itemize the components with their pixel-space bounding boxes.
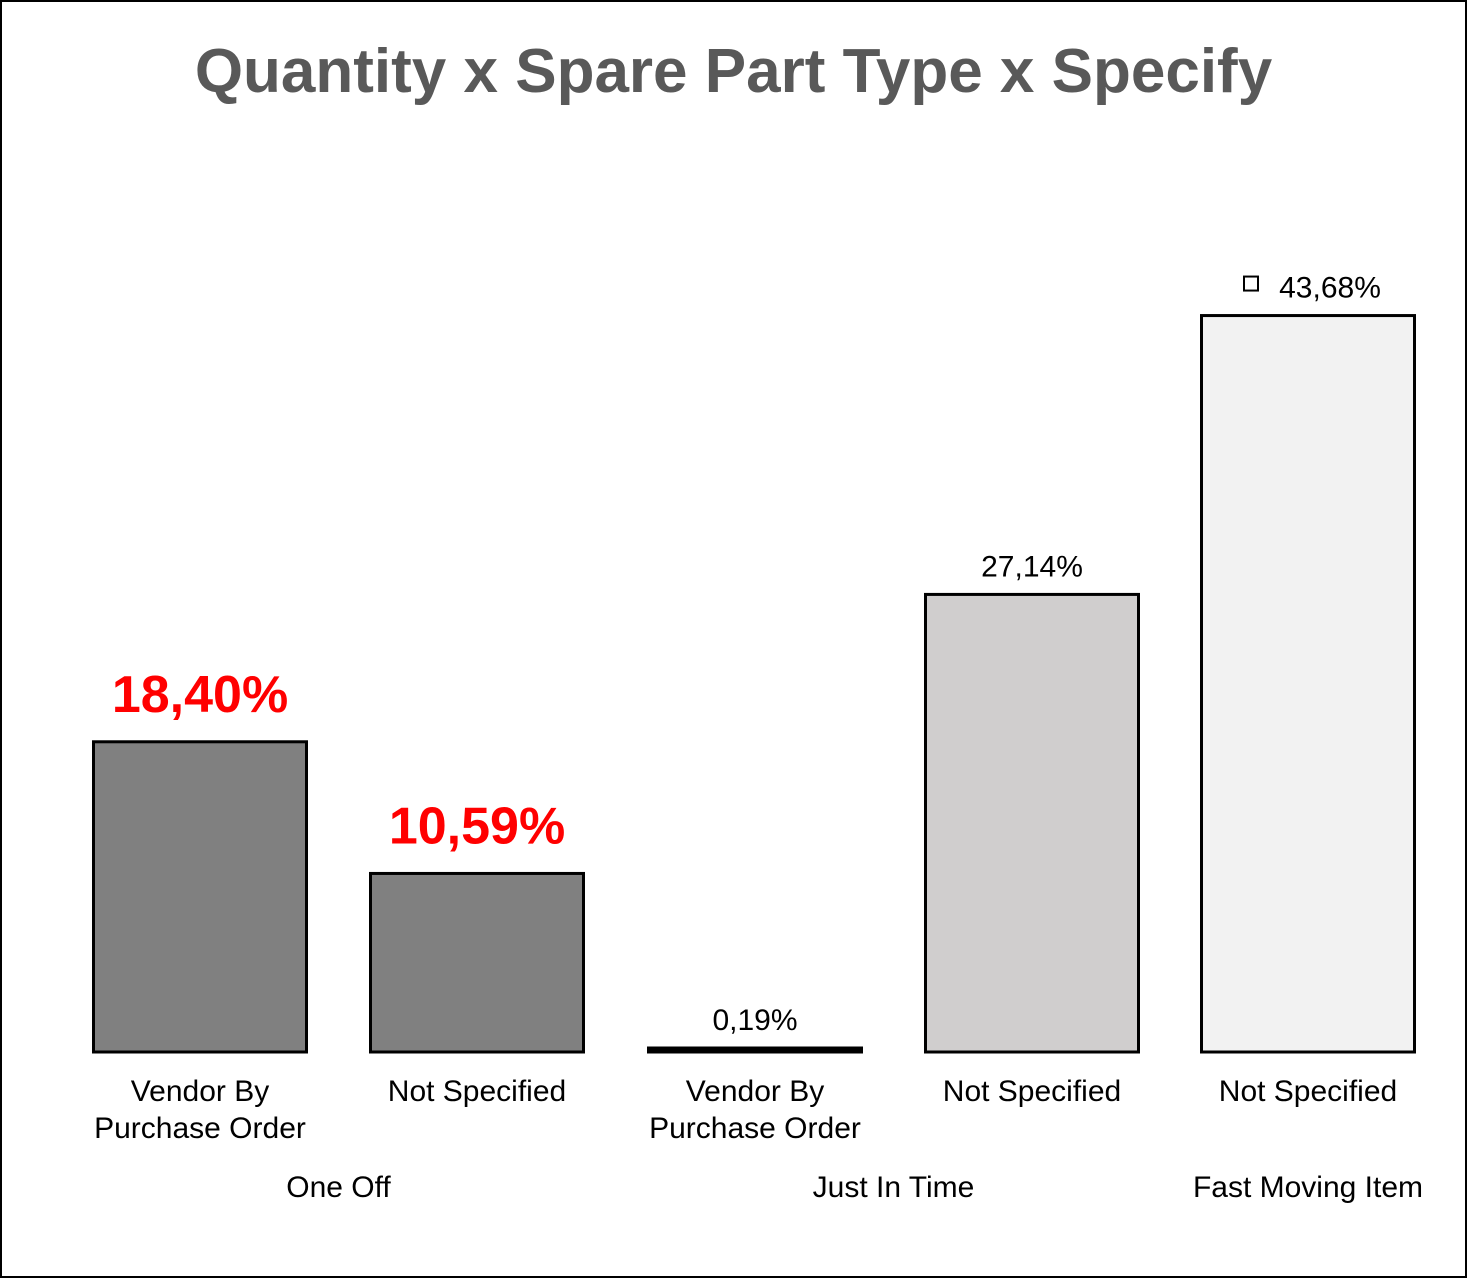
bars-layer: [92, 314, 1416, 1054]
group-label-0: One Off: [286, 1171, 391, 1204]
bar-2: [647, 1046, 863, 1054]
category-label-4-0: Not Specified: [1219, 1075, 1397, 1108]
data-label-1: 10,59%: [389, 797, 565, 855]
category-label-3-0: Not Specified: [943, 1075, 1121, 1108]
category-label-2-0: Vendor By: [686, 1075, 824, 1108]
data-label-2: 0,19%: [712, 1004, 797, 1037]
data-label-3: 27,14%: [981, 550, 1083, 583]
bar-4: [1200, 314, 1416, 1054]
category-label-0-1: Purchase Order: [94, 1112, 306, 1145]
data-label-4: 43,68%: [1279, 272, 1381, 305]
chart-title: Quantity x Spare Part Type x Specify: [194, 37, 1273, 106]
group-label-1: Just In Time: [813, 1171, 975, 1204]
category-label-0-0: Vendor By: [131, 1075, 269, 1108]
selection-handle-icon: [1243, 275, 1259, 292]
group-label-2: Fast Moving Item: [1193, 1171, 1423, 1204]
category-label-2-1: Purchase Order: [649, 1112, 861, 1145]
labels-layer: 18,40% Vendor By Purchase Order 10,59% Not S…: [94, 272, 1423, 1204]
bar-1: [369, 871, 585, 1054]
bar-3: [924, 592, 1140, 1054]
marker-layer: [1243, 275, 1259, 292]
category-label-1-0: Not Specified: [388, 1075, 566, 1108]
data-label-0: 18,40%: [112, 666, 288, 724]
bar-0: [92, 740, 308, 1054]
